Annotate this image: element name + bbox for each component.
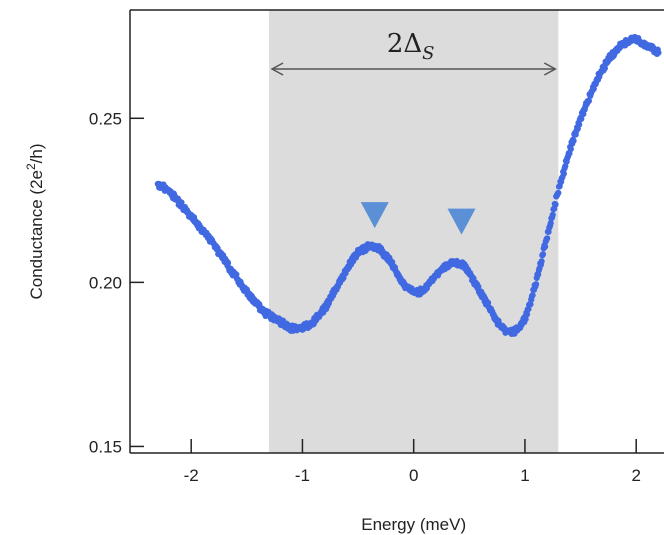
gap-arrow-right-head [543, 62, 557, 76]
data-point [578, 115, 585, 123]
data-point [538, 258, 545, 265]
data-point [544, 235, 551, 242]
data-point [567, 145, 574, 153]
data-point [549, 211, 556, 219]
data-point [585, 97, 593, 105]
x-tick-label: -1 [295, 466, 310, 485]
x-tick-label: 2 [631, 466, 640, 485]
data-point [547, 220, 554, 227]
y-axis-label-unit: /h) [27, 143, 46, 163]
x-tick-label: -2 [184, 466, 199, 485]
data-point [224, 259, 232, 266]
y-tick-label: 0.20 [89, 273, 122, 292]
y-tick-label: 0.15 [89, 437, 122, 456]
y-axis-label-superscript: 2 [24, 163, 38, 170]
gap-annotation-label: 2ΔS [387, 29, 435, 64]
y-axis-label-main: Conductance (2e [27, 170, 46, 299]
x-tick-label: 1 [520, 466, 529, 485]
gap-annotation-main: 2Δ [387, 29, 422, 59]
data-point [560, 170, 567, 177]
data-point [475, 283, 482, 290]
data-point [527, 301, 534, 308]
data-point [529, 292, 536, 299]
y-axis-label: Conductance (2e2/h) [24, 143, 46, 299]
y-tick-label: 0.25 [89, 109, 122, 128]
x-axis-label: Energy (meV) [361, 515, 466, 534]
peak-marker-2 [447, 208, 476, 235]
gap-shaded-region [269, 10, 559, 453]
data-point [570, 137, 577, 144]
data-point [522, 316, 529, 323]
data-point [552, 201, 559, 208]
data-point [542, 243, 549, 250]
gap-arrow-left-head [270, 62, 284, 76]
data-point [576, 121, 583, 128]
data-point [539, 251, 547, 258]
gap-annotation-subscript: S [422, 43, 434, 64]
data-point [655, 49, 662, 56]
data-point [555, 189, 562, 197]
peak-marker-1 [360, 202, 389, 229]
data-point [523, 311, 531, 318]
data-point [601, 65, 608, 72]
series-points [154, 33, 662, 338]
data-point [532, 281, 540, 288]
x-tick-label: 0 [409, 466, 418, 485]
